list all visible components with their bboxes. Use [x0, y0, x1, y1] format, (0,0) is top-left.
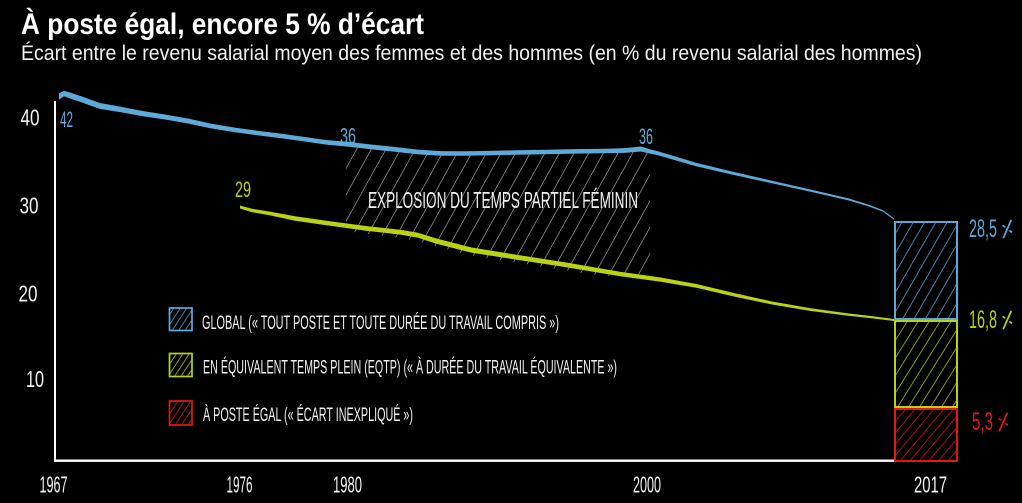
svg-text:16,8: 16,8 [969, 306, 997, 334]
svg-text:28,5: 28,5 [969, 215, 997, 243]
svg-text:GLOBAL (« TOUT POSTE ET TOUTE: GLOBAL (« TOUT POSTE ET TOUTE DURÉE DU T… [202, 313, 559, 334]
svg-text:1980: 1980 [333, 472, 362, 498]
svg-text:42: 42 [60, 107, 73, 132]
svg-text:29: 29 [235, 177, 251, 202]
svg-text:10: 10 [26, 366, 44, 392]
svg-text:À POSTE ÉGAL (« ÉCART INEXPLIQ: À POSTE ÉGAL (« ÉCART INEXPLIQUÉ ») [203, 405, 413, 426]
svg-text:EXPLOSION DU TEMPS PARTIEL FÉM: EXPLOSION DU TEMPS PARTIEL FÉMININ [368, 187, 638, 213]
svg-text:2000: 2000 [633, 472, 661, 498]
svg-text:5,3: 5,3 [972, 408, 993, 436]
svg-text:1967: 1967 [40, 472, 68, 498]
svg-text:Écart entre le revenu salarial: Écart entre le revenu salarial moyen des… [21, 42, 922, 65]
svg-text:36: 36 [340, 124, 356, 149]
svg-text:À poste égal, encore 5 % d’éca: À poste égal, encore 5 % d’écart [21, 7, 424, 41]
svg-text:1976: 1976 [227, 472, 253, 498]
svg-text:2017: 2017 [914, 472, 947, 498]
svg-text:EN ÉQUIVALENT TEMPS PLEIN (EQT: EN ÉQUIVALENT TEMPS PLEIN (EQTP) (« À DU… [203, 357, 617, 378]
svg-text:30: 30 [20, 192, 39, 218]
svg-text:40: 40 [21, 104, 40, 130]
svg-text:36: 36 [639, 124, 653, 149]
svg-text:20: 20 [19, 280, 38, 306]
